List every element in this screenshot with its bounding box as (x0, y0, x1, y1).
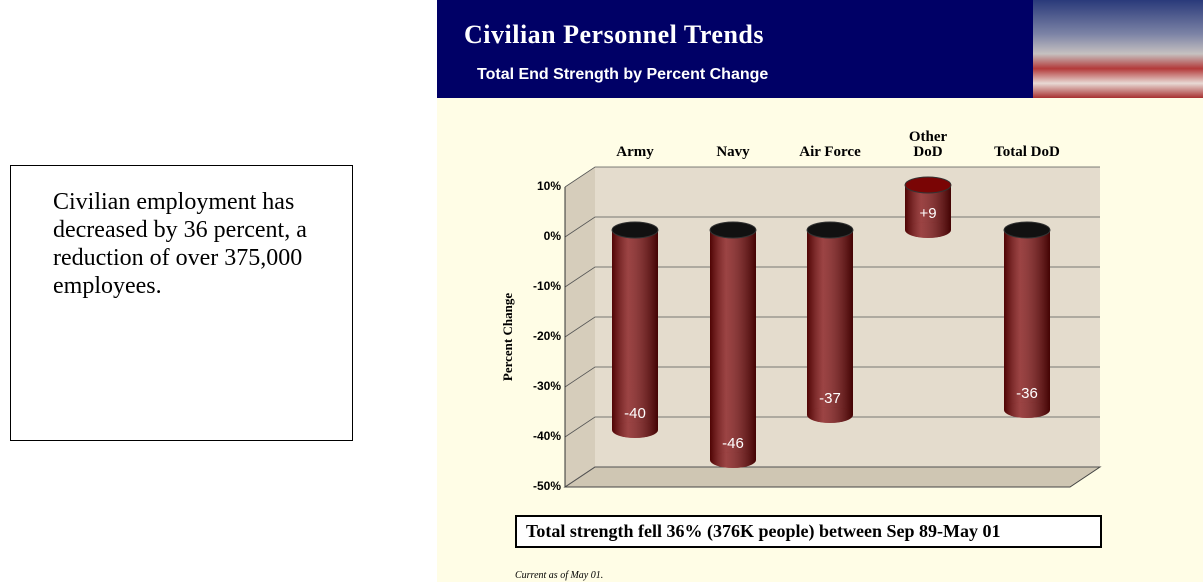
grid-line (564, 466, 1100, 488)
bar-shade (612, 230, 658, 430)
grid-line (564, 416, 1100, 438)
category-label: Navy (716, 144, 750, 160)
bar-top (709, 221, 757, 239)
bar-bottom-shade (1004, 402, 1050, 418)
bar-bottom-shade (710, 452, 756, 468)
y-tick-label: 0% (544, 229, 562, 243)
caption: Total strength fell 36% (376K people) be… (515, 515, 1102, 548)
value-label: -46 (722, 435, 744, 452)
bar-bottom-shade (905, 222, 951, 238)
title: Civilian Personnel Trends (464, 20, 764, 49)
y-tick-label: -20% (533, 329, 561, 343)
category-label: Total DoD (994, 144, 1060, 160)
category-label: Army (616, 144, 654, 160)
flag-image (1033, 0, 1203, 98)
header: Civilian Personnel Trends Total End Stre… (437, 0, 1203, 98)
grid-line (564, 316, 1100, 338)
bar-shade (710, 230, 756, 460)
y-axis-label: Percent Change (500, 293, 515, 381)
y-tick-label: -30% (533, 379, 561, 393)
category-label: Air Force (799, 144, 861, 160)
bar-shade (807, 230, 853, 415)
y-tick-label: -10% (533, 279, 561, 293)
y-tick-label: -50% (533, 479, 561, 493)
bar-bottom-shade (612, 422, 658, 438)
bar-top (1003, 221, 1051, 239)
bar-top (904, 176, 952, 194)
grid-line (564, 366, 1100, 388)
grid-line (564, 266, 1100, 288)
bar-bottom-shade (807, 407, 853, 423)
text-box: Civilian employment has decreased by 36 … (10, 165, 353, 441)
value-label: -36 (1016, 385, 1038, 402)
y-tick-label: 10% (537, 179, 561, 193)
value-label: -37 (819, 390, 841, 407)
value-label: +9 (919, 205, 936, 222)
category-label: Other DoD (908, 129, 948, 160)
floor (563, 466, 1102, 488)
bar-top (611, 221, 659, 239)
y-tick-label: -40% (533, 429, 561, 443)
side-text: Civilian employment has decreased by 36 … (53, 189, 307, 299)
bar-shade (1004, 230, 1050, 410)
grid-line (564, 166, 1100, 188)
bar-top (806, 221, 854, 239)
value-label: -40 (624, 405, 646, 422)
subtitle: Total End Strength by Percent Change (477, 66, 769, 83)
footnote: Current as of May 01. (515, 570, 604, 581)
